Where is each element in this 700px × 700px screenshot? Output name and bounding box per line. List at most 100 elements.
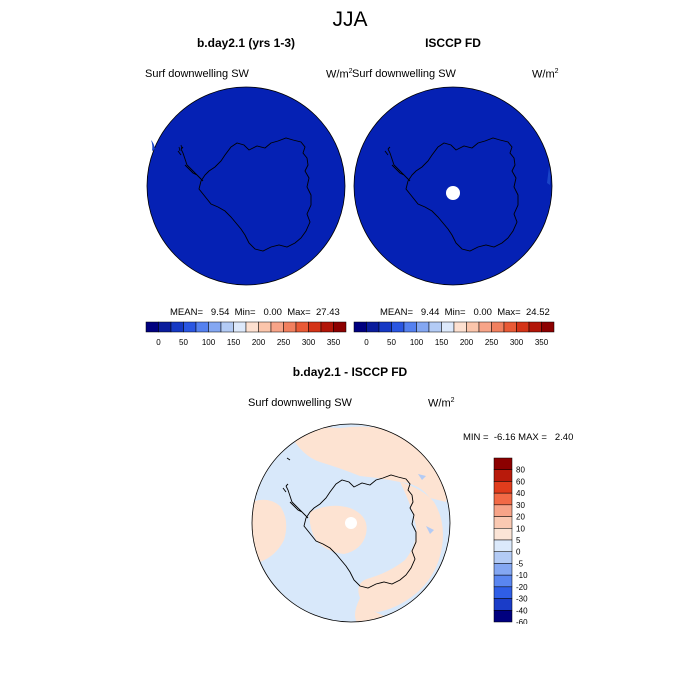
panel-2-peninsula-coastline bbox=[384, 146, 411, 182]
panel-1-map bbox=[146, 86, 346, 286]
panel-2-edge-patch bbox=[547, 167, 551, 185]
panel-2-missing-data-pole bbox=[446, 186, 460, 200]
panel-3-colorbar-label: 10 bbox=[516, 524, 525, 533]
panel-1-colorbar-label: 300 bbox=[302, 338, 316, 347]
panel-2-colorbar-box bbox=[441, 321, 455, 333]
panel-2-colorbar-box bbox=[403, 321, 417, 333]
panel-1-colorbar: 0 50 100 150 200 250 300 350 bbox=[145, 321, 347, 347]
panel-2-colorbar-box bbox=[366, 321, 380, 333]
panel-2-colorbar-box bbox=[391, 321, 405, 333]
panel-2-colorbar-box bbox=[378, 321, 392, 333]
panel-1-peninsula-coastline bbox=[177, 146, 204, 182]
panel-1-colorbar-box bbox=[295, 321, 309, 333]
panel-3-peninsula-coastline bbox=[282, 483, 309, 519]
panel-2-colorbar-box bbox=[503, 321, 517, 333]
panel-1-colorbar-label: 250 bbox=[277, 338, 291, 347]
panel-1-antarctic-coastline bbox=[198, 137, 312, 252]
panel-1-stats: MEAN= 9.54 Min= 0.00 Max= 27.43 bbox=[170, 307, 340, 318]
panel-3-title: b.day2.1 - ISCCP FD bbox=[292, 365, 408, 379]
panel-3-colorbar-box bbox=[493, 469, 513, 482]
panel-3-colorbar-label: 30 bbox=[516, 501, 525, 510]
panel-1-island-marks bbox=[178, 144, 183, 152]
panel-2-stats: MEAN= 9.44 Min= 0.00 Max= 24.52 bbox=[380, 307, 550, 318]
panel-1-colorbar-box bbox=[320, 321, 334, 333]
panel-3-colorbar-label: 40 bbox=[516, 489, 525, 498]
panel-3-colorbar-box bbox=[493, 586, 513, 599]
panel-3-colorbar-label: 20 bbox=[516, 513, 525, 522]
panel-3-colorbar-label: -20 bbox=[516, 583, 528, 592]
panel-1-colorbar-box bbox=[258, 321, 272, 333]
panel-2-colorbar-box bbox=[528, 321, 542, 333]
panel-1-edge-patch bbox=[151, 140, 155, 151]
panel-3-colorbar-label: 0 bbox=[516, 548, 521, 557]
panel-3-colorbar-label: 5 bbox=[516, 536, 521, 545]
panel-1-colorbar-label: 150 bbox=[227, 338, 241, 347]
panel-3-antarctic-coastline bbox=[303, 474, 417, 589]
panel-1-colorbar-label: 50 bbox=[179, 338, 188, 347]
panel-3-colorbar-label: -10 bbox=[516, 571, 528, 580]
panel-1-colorbar-box bbox=[145, 321, 159, 333]
panel-1-colorbar-label: 100 bbox=[202, 338, 216, 347]
panel-3-stats: MIN = -6.16 MAX = 2.40 bbox=[463, 432, 574, 443]
panel-3-colorbar-box bbox=[493, 492, 513, 506]
panel-3-colorbar-box bbox=[493, 598, 513, 611]
panel-3-colorbar-box bbox=[493, 539, 513, 552]
panel-1-colorbar-box bbox=[158, 321, 172, 333]
panel-2-title: ISCCP FD bbox=[425, 36, 481, 50]
panel-3-colorbar-label: 60 bbox=[516, 477, 525, 486]
panel-3-colorbar-label: -30 bbox=[516, 595, 528, 604]
panel-2-units: W/m2 bbox=[532, 68, 559, 81]
panel-3-colorbar-label: 80 bbox=[516, 466, 525, 475]
panel-2-colorbar-label: 250 bbox=[485, 338, 499, 347]
panel-3-positive-region-west bbox=[252, 499, 287, 562]
panel-3-map-border bbox=[251, 423, 451, 623]
panel-3-colorbar-box bbox=[493, 528, 513, 541]
panel-3-positive-region-north bbox=[290, 426, 448, 502]
panel-2-colorbar-box bbox=[416, 321, 430, 333]
panel-2-map bbox=[353, 86, 553, 286]
panel-3-variable-label: Surf downwelling SW bbox=[248, 397, 352, 409]
panel-1-colorbar-box bbox=[183, 321, 197, 333]
panel-2-colorbar-label: 100 bbox=[410, 338, 424, 347]
panel-2-colorbar-label: 0 bbox=[364, 338, 369, 347]
panel-2-colorbar-box bbox=[541, 321, 555, 333]
panel-2-variable-label: Surf downwelling SW bbox=[352, 68, 456, 80]
panel-1-title: b.day2.1 (yrs 1-3) bbox=[196, 36, 296, 50]
panel-1-colorbar-box bbox=[308, 321, 322, 333]
panel-3-colorbar-box bbox=[493, 574, 513, 588]
panel-1-colorbar-box bbox=[245, 321, 259, 333]
panel-2-colorbar-box bbox=[491, 321, 505, 333]
panel-2-colorbar-box bbox=[428, 321, 442, 333]
panel-1-colorbar-box bbox=[220, 321, 234, 333]
panel-1-colorbar-label: 350 bbox=[327, 338, 341, 347]
panel-1-variable-label: Surf downwelling SW bbox=[145, 68, 249, 80]
panel-2-colorbar-label: 300 bbox=[510, 338, 524, 347]
panel-1-colorbar-box bbox=[170, 321, 184, 333]
panel-2-colorbar-box bbox=[516, 321, 530, 333]
panel-2-colorbar-box bbox=[466, 321, 480, 333]
panel-3-colorbar-box bbox=[493, 481, 513, 494]
panel-2-colorbar-label: 50 bbox=[387, 338, 396, 347]
panel-1-colorbar-box bbox=[333, 321, 347, 333]
panel-3-missing-data-pole bbox=[345, 517, 357, 529]
panel-2-colorbar-box bbox=[453, 321, 467, 333]
panel-2-antarctic-coastline bbox=[405, 137, 519, 252]
panel-3-colorbar-box bbox=[493, 504, 513, 517]
panel-3-map bbox=[251, 423, 451, 623]
panel-2-colorbar-box bbox=[478, 321, 492, 333]
panel-2-colorbar-label: 200 bbox=[460, 338, 474, 347]
panel-2-colorbar-box bbox=[353, 321, 367, 333]
panel-1-colorbar-box bbox=[283, 321, 297, 333]
panel-3-colorbar-label: -5 bbox=[516, 559, 524, 568]
panel-3-colorbar-box bbox=[493, 563, 513, 576]
panel-1-colorbar-box bbox=[233, 321, 247, 333]
panel-3-units: W/m2 bbox=[428, 397, 455, 410]
panel-3-colorbar-box bbox=[493, 610, 513, 623]
panel-3-colorbar-box bbox=[493, 516, 513, 529]
panel-2-colorbar: 0 50 100 150 200 250 300 350 bbox=[353, 321, 555, 347]
panel-3-island-mark bbox=[286, 457, 291, 461]
panel-1-colorbar-box bbox=[208, 321, 222, 333]
panel-1-colorbar-label: 200 bbox=[252, 338, 266, 347]
panel-1-colorbar-box bbox=[270, 321, 284, 333]
